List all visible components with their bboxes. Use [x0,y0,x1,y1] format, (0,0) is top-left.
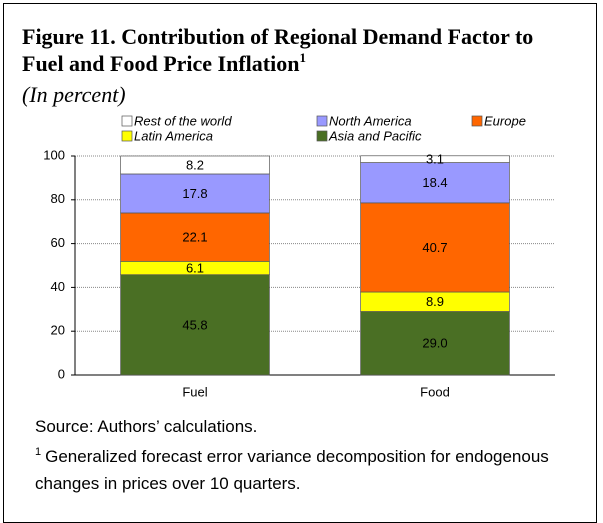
y-tick-label: 60 [51,235,65,250]
legend-label: Asia and Pacific [328,128,422,143]
bar-segment [360,155,510,163]
data-label: 3.1 [426,152,444,167]
data-label: 8.2 [186,157,204,172]
y-tick-label: 40 [51,279,65,294]
bar-segment [120,212,270,262]
y-tick-label: 100 [43,147,65,162]
data-label: 29.0 [422,336,447,351]
bar-segment [360,202,510,293]
x-tick-label: Fuel [182,384,207,399]
legend-swatch [121,115,133,127]
data-label: 18.4 [422,175,447,190]
data-label: 45.8 [182,317,207,332]
legend-label: Europe [484,113,526,128]
bar-segment [120,173,270,214]
footnote-marker: 1 [35,446,42,458]
legend-label: Rest of the world [134,113,232,128]
y-tick-label: 0 [58,366,65,381]
legend-swatch [316,130,328,142]
subtitle: (In percent) [22,82,126,107]
y-tick-label: 20 [51,323,65,338]
chart-title: Figure 11. Contribution of Regional Dema… [22,23,547,77]
legend-label: North America [329,113,412,128]
data-label: 8.9 [426,294,444,309]
data-label: 17.8 [182,186,207,201]
data-label: 6.1 [186,260,204,275]
footnote-text: Generalized forecast error variance deco… [35,447,549,493]
legend-label: Latin America [134,128,213,143]
bar-segment [120,155,270,175]
legend-swatch [121,130,133,142]
title-superscript: 1 [299,50,306,65]
y-tick-label: 80 [51,191,65,206]
legend-swatch [471,115,483,127]
title-text: Figure 11. Contribution of Regional Dema… [22,24,534,76]
source: Source: Authors’ calculations. [35,417,258,436]
data-label: 40.7 [422,240,447,255]
legend-swatch [316,115,328,127]
bar-segment [120,274,270,376]
data-label: 22.1 [182,230,207,245]
bar-segment [360,311,510,376]
x-tick-label: Food [420,384,450,399]
footnote: 1 Generalized forecast error variance dec… [35,443,575,497]
bar-segment [360,162,510,204]
